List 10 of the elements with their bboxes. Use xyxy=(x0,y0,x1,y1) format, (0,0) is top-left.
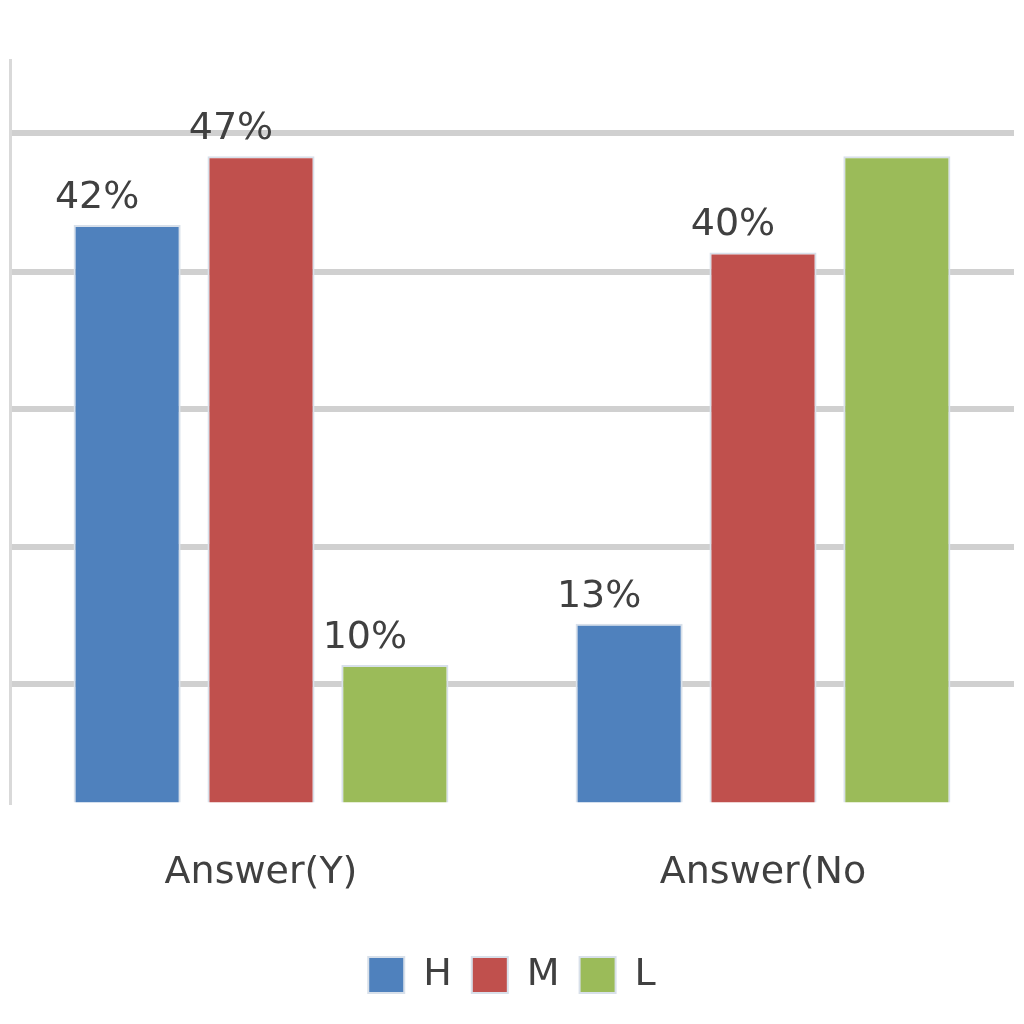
legend-label: L xyxy=(634,949,656,994)
data-label: 40% xyxy=(690,200,776,245)
data-label: 10% xyxy=(322,612,408,657)
legend-label: M xyxy=(526,949,560,994)
data-label: 47% xyxy=(188,104,274,149)
data-label: 13% xyxy=(556,571,642,616)
x-tick-label: Answer(No xyxy=(659,848,867,893)
legend-label: H xyxy=(423,949,452,994)
x-tick-label: Answer(Y) xyxy=(164,848,358,893)
data-label: 42% xyxy=(54,172,140,217)
